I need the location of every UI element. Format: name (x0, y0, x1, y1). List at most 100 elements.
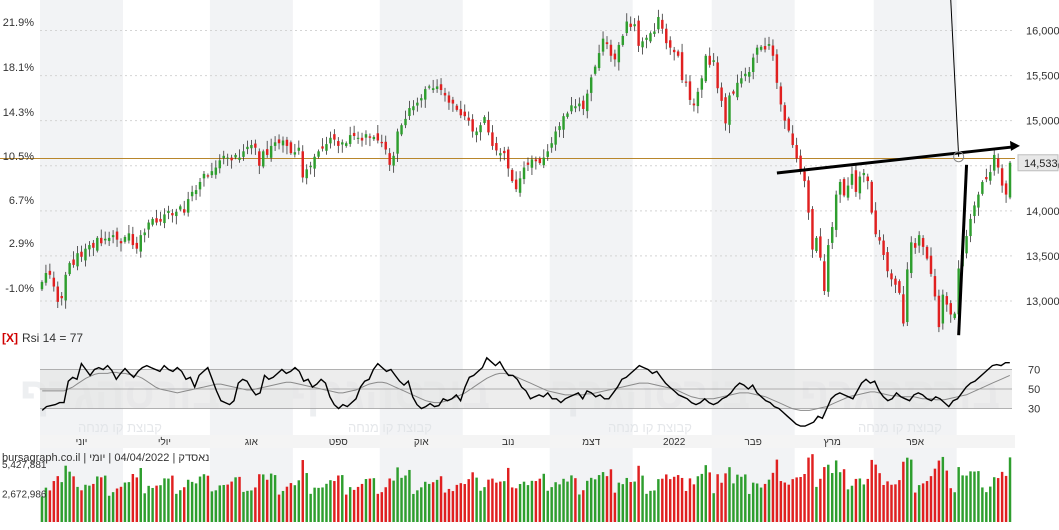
x-axis-label: יולי (158, 436, 171, 448)
right-tick-label: 13,000 (1026, 296, 1059, 308)
volume-bar (483, 487, 486, 522)
candle-body (281, 140, 285, 146)
candle-body (692, 103, 696, 106)
candle-body (356, 137, 360, 139)
candle-body (910, 242, 913, 274)
volume-bar (728, 467, 731, 522)
volume-bar (344, 494, 348, 522)
volume-bar (364, 479, 368, 522)
candle-body (609, 44, 613, 56)
volume-bar (100, 477, 103, 522)
candle-body (925, 246, 929, 259)
candle-body (119, 241, 123, 244)
volume-bar (198, 476, 202, 522)
volume-bar (68, 471, 71, 522)
candle-body (890, 273, 893, 280)
volume-bar (965, 475, 968, 522)
candle-body (297, 147, 301, 151)
candle-body (728, 95, 731, 125)
candle-body (736, 82, 739, 98)
candle-body (64, 274, 67, 301)
volume-bar (1008, 457, 1012, 522)
trendlines (776, 0, 1020, 336)
trendline-thin (950, 0, 960, 157)
candle-body (807, 180, 810, 213)
candle-body (977, 194, 980, 208)
candle-body (1000, 168, 1004, 186)
volume-bar (376, 493, 380, 522)
volume-bar (969, 471, 972, 522)
candle-body (269, 145, 273, 158)
volume-bar (333, 481, 336, 522)
volume-bar (163, 478, 166, 522)
candle-body (190, 191, 194, 197)
volume-bars (40, 454, 1012, 522)
candle-body (88, 245, 91, 250)
candle-body (420, 98, 423, 101)
volume-bar (479, 490, 482, 522)
volume-bar (506, 467, 510, 522)
volume-bar (898, 480, 901, 522)
volume-bar (380, 492, 384, 522)
left-tick-label: -1.0% (5, 283, 34, 295)
volume-bar (941, 456, 945, 522)
volume-bar (52, 481, 56, 522)
candle-body (1008, 162, 1012, 198)
volume-bar (40, 496, 44, 522)
candle-body (933, 276, 937, 297)
volume-bar (751, 482, 755, 522)
volume-bar (325, 483, 328, 522)
candle-body (151, 218, 154, 225)
volume-bar (791, 479, 794, 522)
candle-body (823, 261, 826, 292)
candle-body (783, 105, 787, 121)
volume-bar (779, 481, 783, 522)
candle-body (945, 296, 949, 305)
volume-bar (910, 459, 913, 522)
volume-bar (88, 485, 91, 522)
candle-body (214, 167, 218, 175)
x-axis-label: אוג (245, 437, 259, 448)
candle-body (127, 233, 131, 241)
volume-bar (1004, 475, 1008, 522)
candle-body (850, 173, 854, 185)
volume-bar (945, 470, 949, 522)
volume-bar (388, 478, 391, 522)
volume-bar (218, 485, 222, 522)
volume-bar (649, 490, 652, 522)
candle-body (487, 119, 490, 133)
candle-body (637, 20, 640, 46)
candle-body (242, 151, 245, 157)
candle-body (333, 134, 336, 140)
volume-bar (842, 469, 846, 522)
volume-bar (550, 487, 553, 522)
candle-body (878, 237, 881, 241)
candle-body (724, 97, 727, 124)
candle-body (819, 236, 822, 258)
candle-body (641, 41, 644, 48)
candle-body (396, 131, 399, 154)
volume-bar (190, 481, 194, 522)
candle-body (147, 222, 150, 230)
volume-bar (439, 476, 443, 522)
volume-bar (313, 487, 316, 522)
rsi-close-button[interactable]: [X] (2, 331, 18, 345)
candle-body (700, 78, 704, 90)
candle-body (827, 245, 830, 292)
volume-bar (167, 478, 170, 522)
candle-body (341, 142, 344, 145)
volume-bar (530, 480, 534, 522)
x-axis-label: יוני (76, 437, 88, 448)
volume-tick-label: 2,672,986 (2, 489, 47, 500)
volume-bar (834, 460, 838, 522)
volume-bar (72, 476, 75, 522)
candle-body (870, 181, 873, 213)
watermark-subtext: קבוצת קו מנחה (78, 420, 162, 435)
volume-bar (953, 492, 956, 522)
candle-body (554, 131, 557, 145)
candle-body (159, 218, 162, 222)
volume-bar (621, 484, 625, 522)
candle-body (775, 54, 779, 83)
volume-bar (246, 490, 249, 522)
volume-bar (285, 486, 289, 522)
